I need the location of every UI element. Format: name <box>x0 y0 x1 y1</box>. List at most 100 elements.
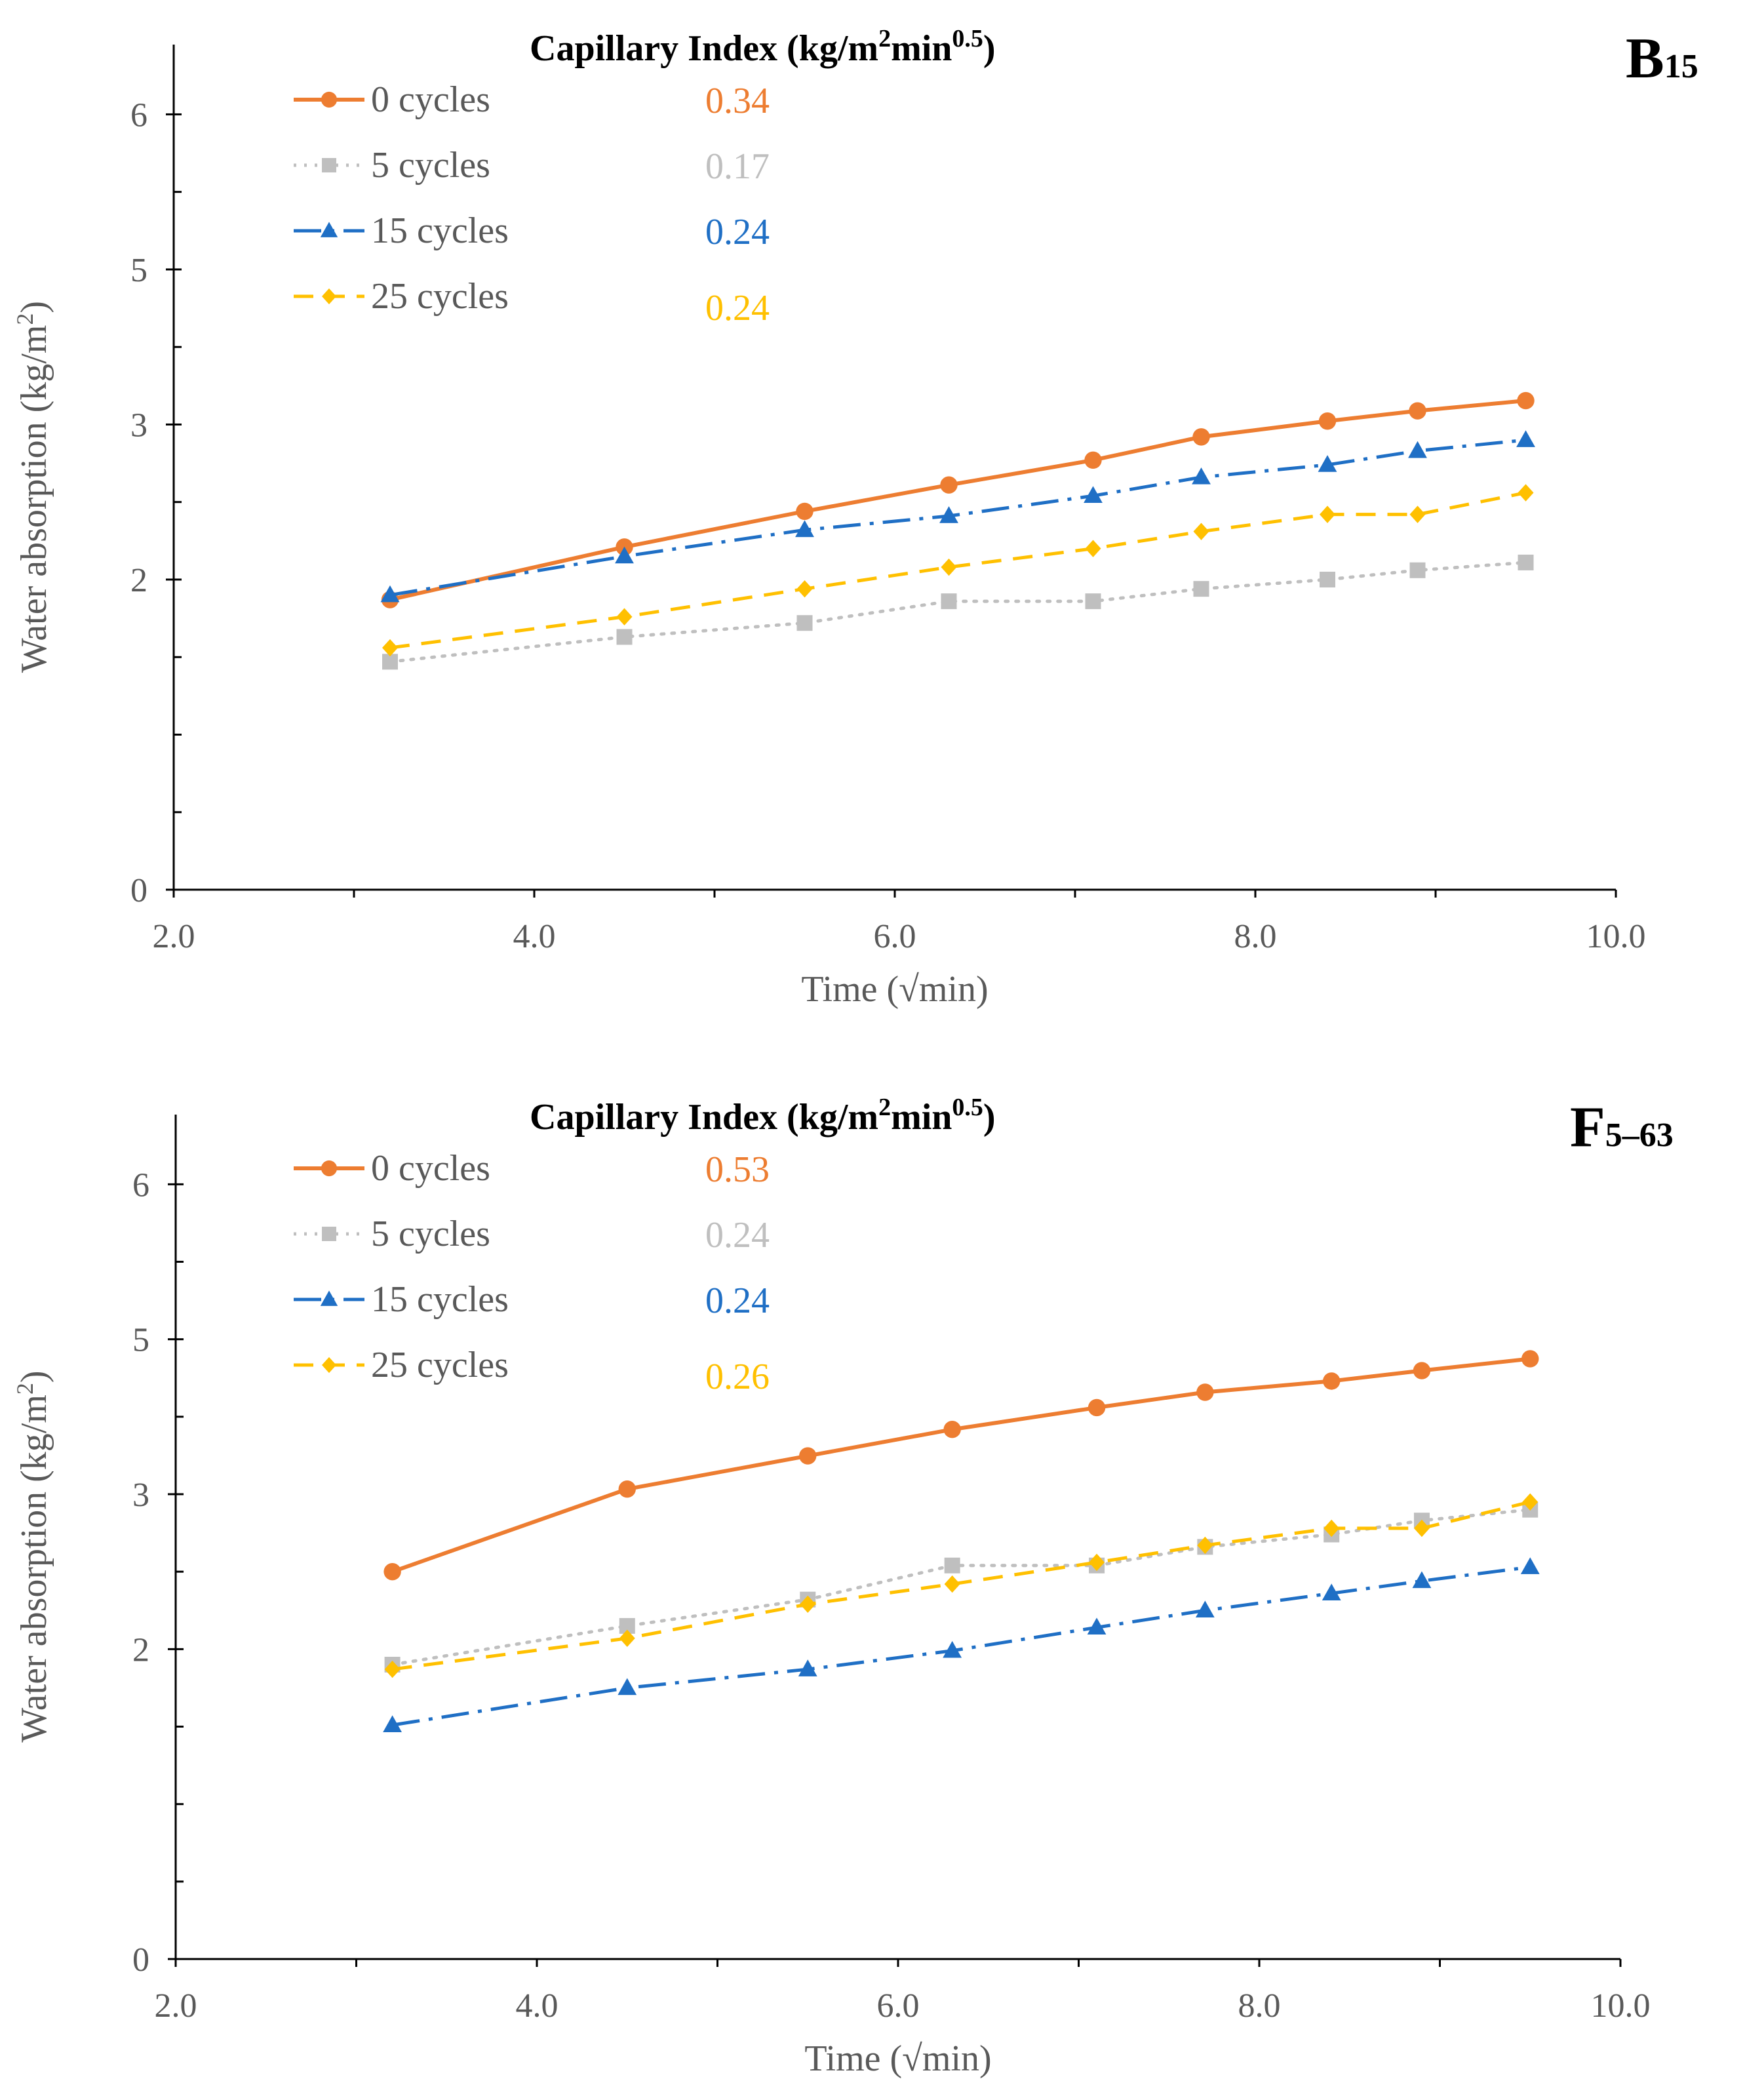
data-point <box>1409 562 1426 578</box>
data-point <box>1408 441 1427 458</box>
data-point <box>1409 505 1426 523</box>
data-point <box>1193 581 1209 597</box>
x-axis-title: Time (√min) <box>801 969 988 1010</box>
legend-label: 0 cycles <box>371 1148 490 1189</box>
data-point <box>795 520 814 538</box>
y-tick-label: 5 <box>132 1322 149 1359</box>
data-point <box>1517 391 1535 410</box>
series-line <box>389 438 1526 597</box>
legend-label: 0 cycles <box>371 79 490 120</box>
data-point <box>944 1575 960 1593</box>
data-point <box>619 1629 635 1647</box>
data-point <box>618 1678 637 1695</box>
data-point <box>618 1480 636 1498</box>
data-point <box>1085 540 1101 557</box>
x-tick-label: 4.0 <box>516 1987 559 2025</box>
data-point <box>1088 1398 1106 1417</box>
data-point <box>1413 1362 1431 1379</box>
data-point <box>1521 1350 1539 1368</box>
data-point <box>383 1562 401 1581</box>
legend-marker <box>321 91 338 108</box>
series-line <box>391 1357 1531 1574</box>
capillary-index-value: 0.24 <box>705 212 770 252</box>
data-point <box>941 593 957 610</box>
y-tick-label: 0 <box>132 1941 149 1979</box>
data-point <box>796 502 814 521</box>
legend-label: 5 cycles <box>371 145 490 186</box>
x-axis-title: Time (√min) <box>804 2038 991 2079</box>
data-point <box>796 580 813 598</box>
series-15-cycles <box>383 1557 1540 1732</box>
capillary-index-title: Capillary Index (kg/m2min0.5) <box>530 25 996 69</box>
y-tick-label: 2 <box>132 1631 149 1669</box>
legend-marker <box>322 1227 336 1241</box>
series-0-cycles <box>383 1350 1539 1581</box>
data-point <box>380 585 400 603</box>
series-line <box>391 1508 1532 1667</box>
data-point <box>1195 1600 1215 1618</box>
series-25-cycles <box>382 484 1534 657</box>
data-point <box>383 1715 402 1732</box>
data-point <box>1322 1583 1341 1601</box>
capillary-index-value: 0.24 <box>705 1215 770 1256</box>
series-line <box>392 1500 1531 1671</box>
data-point <box>1084 451 1102 469</box>
capillary-index-value: 0.24 <box>705 288 770 328</box>
data-point <box>382 639 398 657</box>
data-point <box>1192 467 1211 485</box>
y-tick-label: 2 <box>130 562 147 599</box>
data-point <box>1320 571 1335 587</box>
capillary-index-value: 0.26 <box>705 1357 770 1397</box>
y-tick-label: 0 <box>130 872 147 909</box>
legend-label: 5 cycles <box>371 1214 490 1254</box>
series-5-cycles <box>382 554 1534 670</box>
x-tick-label: 6.0 <box>874 918 916 955</box>
x-tick-label: 2.0 <box>155 1987 197 2025</box>
data-point <box>941 558 957 576</box>
capillary-index-value: 0.34 <box>705 81 770 121</box>
capillary-index-value: 0.53 <box>705 1149 770 1190</box>
data-point <box>1087 1617 1107 1635</box>
capillary-index-title: Capillary Index (kg/m2min0.5) <box>530 1094 996 1138</box>
data-point <box>1320 505 1335 523</box>
data-point <box>616 608 633 625</box>
y-tick-label: 3 <box>130 406 147 444</box>
legend-label: 15 cycles <box>371 1279 509 1320</box>
chart-panel-1: 0 2 3 5 6 2.0 4.0 6.0 8.0 10.0 Time (√min) Water ab… <box>12 25 1698 1010</box>
y-tick-label: 3 <box>132 1476 149 1514</box>
series-15-cycles <box>380 430 1535 603</box>
data-point <box>1089 1553 1105 1572</box>
legend-label: 15 cycles <box>371 210 509 251</box>
legend-marker <box>322 158 336 172</box>
y-axis-title: Water absorption (kg/m2) <box>12 301 54 673</box>
legend-marker <box>322 288 336 305</box>
data-point <box>944 1557 960 1574</box>
capillary-index-value: 0.17 <box>705 146 770 187</box>
data-point <box>1085 593 1101 610</box>
data-point <box>796 615 813 631</box>
y-tick-label: 6 <box>130 96 147 134</box>
data-point <box>799 1447 817 1465</box>
data-point <box>1318 412 1337 430</box>
x-tick-label: 8.0 <box>1238 1987 1281 2025</box>
series-line <box>389 399 1526 602</box>
x-tick-label: 2.0 <box>153 918 195 955</box>
data-point <box>1197 1536 1213 1555</box>
data-point <box>1516 430 1535 447</box>
x-tick-label: 4.0 <box>513 918 556 955</box>
data-point <box>1518 484 1534 502</box>
data-point <box>615 546 634 564</box>
data-point <box>1192 428 1210 446</box>
legend-label: 25 cycles <box>371 1345 509 1385</box>
chart-panel-2: 0 2 3 5 6 2.0 4.0 6.0 8.0 10.0 Time (√min) Water ab… <box>12 1094 1674 2079</box>
data-point <box>1520 1557 1540 1574</box>
data-point <box>1196 1383 1214 1401</box>
data-point <box>1522 1493 1539 1511</box>
y-tick-label: 5 <box>130 252 147 289</box>
y-axis-title: Water absorption (kg/m2) <box>12 1370 54 1742</box>
panel-label: B15 <box>1626 27 1698 90</box>
series-25-cycles <box>384 1493 1539 1678</box>
series-line <box>388 561 1527 664</box>
data-point <box>940 476 958 494</box>
